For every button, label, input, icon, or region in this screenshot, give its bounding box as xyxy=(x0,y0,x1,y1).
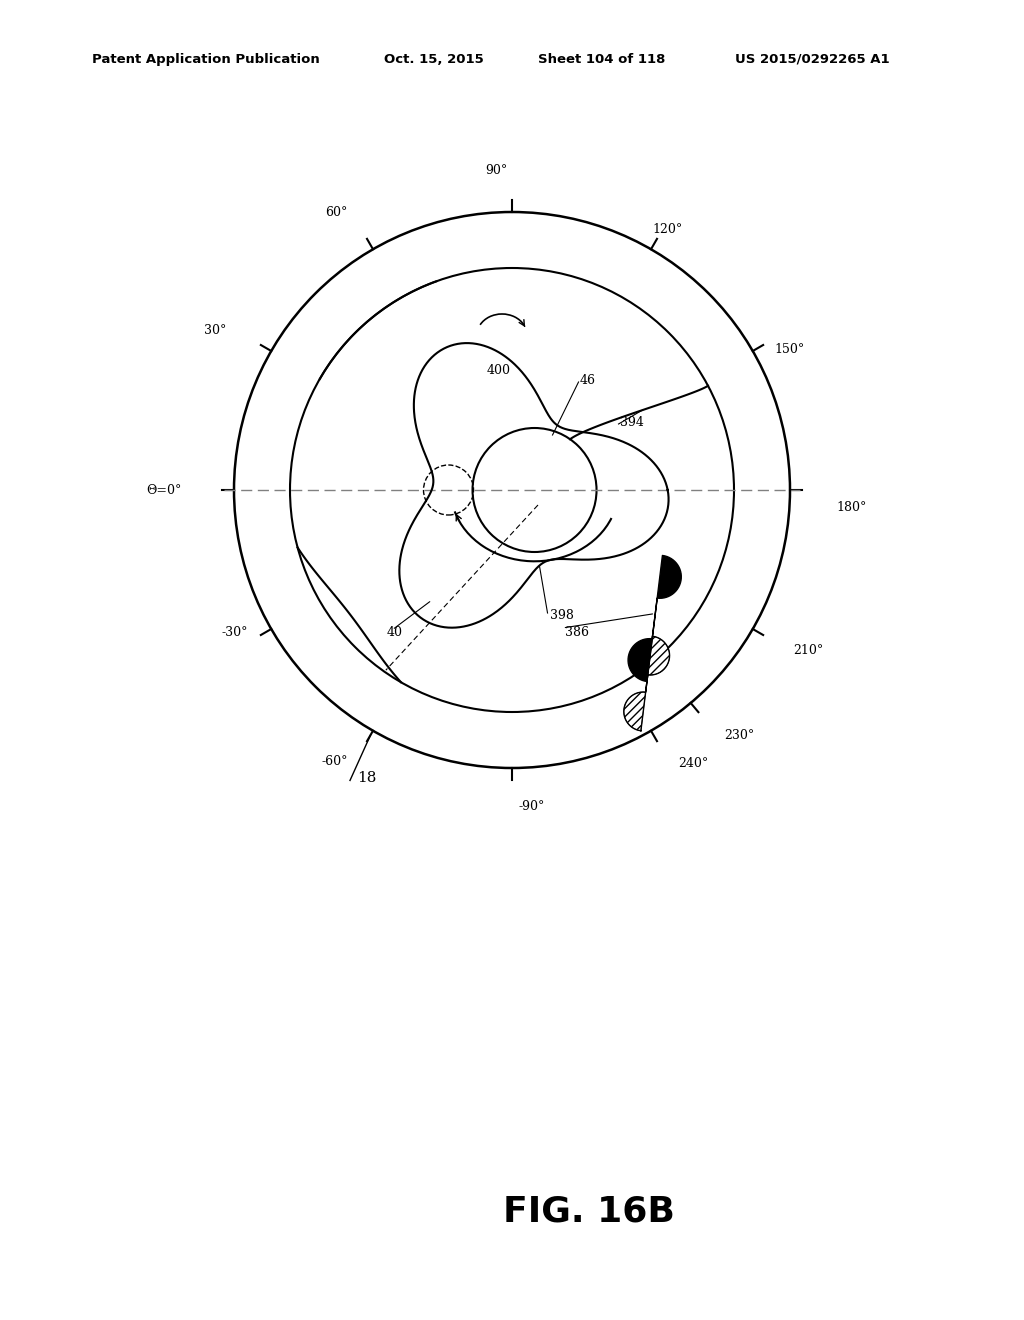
Text: Oct. 15, 2015: Oct. 15, 2015 xyxy=(384,53,483,66)
Text: 240°: 240° xyxy=(678,756,709,770)
Text: 210°: 210° xyxy=(794,644,823,656)
Text: 400: 400 xyxy=(487,363,511,376)
Text: Sheet 104 of 118: Sheet 104 of 118 xyxy=(538,53,665,66)
Polygon shape xyxy=(628,556,681,681)
Text: Patent Application Publication: Patent Application Publication xyxy=(92,53,319,66)
Text: FIG. 16B: FIG. 16B xyxy=(503,1195,675,1229)
Text: 230°: 230° xyxy=(724,729,754,742)
Polygon shape xyxy=(624,636,670,731)
Text: 46: 46 xyxy=(580,374,596,387)
Text: 60°: 60° xyxy=(326,206,348,219)
Text: 30°: 30° xyxy=(205,323,226,337)
Text: US 2015/0292265 A1: US 2015/0292265 A1 xyxy=(735,53,890,66)
Text: 386: 386 xyxy=(564,626,589,639)
Text: 398: 398 xyxy=(550,609,573,622)
Text: 394: 394 xyxy=(620,416,643,429)
Text: -60°: -60° xyxy=(322,755,348,768)
Text: -90°: -90° xyxy=(518,800,545,813)
Text: 150°: 150° xyxy=(774,343,804,356)
Text: -30°: -30° xyxy=(221,627,248,639)
Text: 40: 40 xyxy=(387,626,403,639)
Text: 90°: 90° xyxy=(485,164,508,177)
Text: 120°: 120° xyxy=(652,223,683,236)
Text: 180°: 180° xyxy=(836,500,866,513)
Text: Θ=0°: Θ=0° xyxy=(146,483,182,496)
Text: 18: 18 xyxy=(357,771,377,785)
